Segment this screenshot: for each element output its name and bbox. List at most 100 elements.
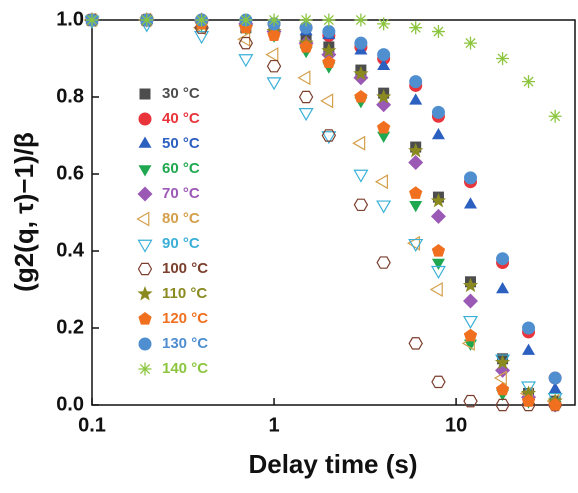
point [267, 28, 281, 42]
point [430, 192, 447, 208]
point [409, 75, 423, 89]
point [522, 75, 536, 89]
x-tick-label: 0.1 [78, 414, 106, 436]
point [520, 381, 537, 395]
y-tick-label: 0.0 [56, 393, 84, 415]
point [354, 13, 368, 27]
y-axis-title: (g2(q, τ)−1)/β [9, 132, 39, 292]
point [354, 36, 368, 50]
point [374, 174, 388, 190]
point [462, 315, 479, 330]
point [496, 252, 510, 266]
point [140, 13, 154, 27]
point [85, 13, 99, 27]
point [548, 371, 562, 385]
y-tick-label: 0.6 [56, 162, 84, 184]
legend-marker [138, 337, 152, 351]
legend-label: 60 °C [162, 160, 200, 177]
legend-marker [137, 186, 153, 202]
point [409, 21, 423, 35]
point [494, 354, 511, 370]
point [239, 13, 253, 27]
point [463, 293, 478, 309]
point [322, 13, 336, 27]
point [548, 109, 562, 123]
legend-marker [138, 136, 152, 148]
point [521, 394, 536, 407]
point [520, 385, 537, 400]
point [352, 135, 366, 151]
point [522, 343, 536, 355]
point [408, 337, 423, 350]
point [496, 52, 510, 65]
point [431, 128, 445, 140]
legend-marker [138, 112, 152, 126]
point [353, 169, 369, 183]
x-axis-title: Delay time (s) [248, 449, 417, 479]
point [321, 42, 337, 58]
point [430, 208, 446, 224]
point [299, 13, 313, 27]
point [377, 17, 391, 31]
point [377, 58, 391, 70]
point [463, 328, 478, 342]
legend-label: 100 °C [162, 260, 208, 277]
point [267, 13, 281, 27]
point [194, 31, 210, 45]
point [377, 48, 391, 62]
point [238, 36, 254, 50]
legend-label: 80 °C [162, 210, 200, 227]
point [409, 93, 423, 105]
legend-marker [137, 239, 153, 253]
point [408, 154, 424, 170]
legend-label: 130 °C [162, 335, 208, 352]
legend-marker [138, 165, 152, 177]
y-tick-label: 1.0 [56, 8, 84, 30]
legend-label: 50 °C [162, 135, 200, 152]
point [322, 25, 336, 39]
point [429, 281, 443, 298]
point [431, 258, 445, 271]
point [266, 77, 282, 91]
point [299, 39, 313, 53]
point [462, 277, 479, 293]
point [548, 398, 562, 411]
point [495, 382, 510, 396]
point [298, 90, 314, 104]
y-tick-label: 0.4 [56, 239, 85, 261]
point [298, 108, 314, 122]
legend-label: 140 °C [162, 360, 208, 377]
point [321, 129, 337, 142]
point [495, 398, 510, 412]
point [408, 142, 424, 158]
point [354, 90, 368, 103]
point [195, 13, 209, 27]
point [377, 131, 391, 143]
point [522, 321, 536, 335]
legend-marker [137, 286, 153, 301]
point [493, 370, 507, 386]
legend-label: 110 °C [162, 285, 207, 302]
point [430, 265, 446, 279]
legend-marker [137, 262, 153, 276]
point [376, 200, 392, 214]
point [431, 244, 446, 257]
point [409, 186, 423, 199]
point [376, 89, 392, 104]
point [320, 93, 334, 109]
legend-marker [139, 88, 151, 100]
point [299, 21, 313, 35]
point [376, 120, 391, 134]
point [431, 105, 445, 119]
point [464, 197, 477, 209]
x-tick-label: 1 [268, 414, 279, 436]
point [376, 256, 391, 269]
plot-area [83, 12, 563, 413]
point [409, 201, 423, 213]
point [353, 65, 369, 81]
legend-label: 120 °C [162, 310, 208, 327]
x-tick-label: 10 [445, 414, 467, 436]
point [322, 55, 336, 69]
legend-label: 90 °C [162, 235, 200, 252]
